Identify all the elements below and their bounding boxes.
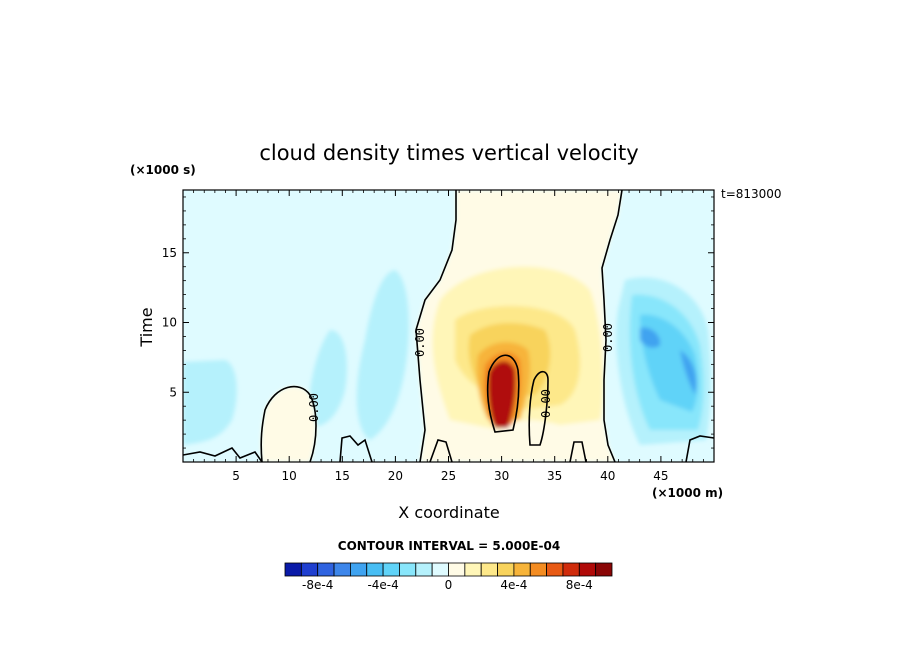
zero-contour-right-loop — [528, 370, 549, 446]
y-tick-label: 15 — [162, 246, 177, 260]
y-ticks: 5 10 15 — [162, 196, 714, 449]
colorbar-swatch — [595, 562, 613, 577]
left-positive-patch — [261, 386, 316, 462]
colorbar-swatch — [399, 562, 417, 577]
colorbar-tick-label: 8e-4 — [566, 578, 593, 592]
time-stamp: t=813000 — [721, 187, 782, 201]
contour-labels: 0.00 0.00 0.00 0.00 — [307, 323, 615, 422]
colorbar-swatch — [431, 562, 449, 577]
y-tick-label: 5 — [169, 385, 177, 399]
colorbar-swatch — [529, 562, 548, 577]
colorbar-tick-label: 4e-4 — [500, 578, 527, 592]
colorbar-swatch — [349, 562, 368, 577]
contour-label-4: 0.00 — [539, 389, 553, 418]
zero-contour-bottom — [183, 435, 714, 462]
colorbar-swatch — [497, 562, 515, 577]
x-tick-label: 40 — [600, 469, 615, 483]
contour-label-1: 0.00 — [413, 328, 427, 357]
x-tick-label: 35 — [547, 469, 562, 483]
x-axis-unit: (×1000 m) — [652, 486, 723, 500]
x-tick-label: 25 — [441, 469, 456, 483]
zero-contour-left-patch — [260, 385, 317, 462]
colorbar-swatch — [464, 562, 482, 577]
colorbar-swatch — [480, 562, 498, 577]
colorbar-tick-label: -8e-4 — [302, 578, 333, 592]
colorbar-swatch — [333, 562, 351, 577]
colorbar-swatch — [578, 562, 597, 577]
colorbar-swatch — [415, 562, 433, 577]
colorbar — [284, 562, 613, 577]
y-axis-unit: (×1000 s) — [130, 163, 196, 177]
x-tick-label: 30 — [494, 469, 509, 483]
left-mid-negative-streak — [356, 270, 409, 440]
colorbar-swatch — [300, 562, 319, 577]
colorbar-tick-label: 0 — [445, 578, 453, 592]
colorbar-swatch — [317, 562, 335, 577]
colorbar-swatch — [513, 562, 531, 577]
left-mid-negative-streak-2 — [308, 330, 347, 427]
x-ticks: 5 10 15 20 25 30 35 40 45 — [193, 190, 704, 483]
contour-label-2: 0.00 — [601, 323, 615, 352]
colorbar-swatch — [448, 562, 466, 577]
contour-interval-text: CONTOUR INTERVAL = 5.000E-04 — [338, 539, 560, 553]
x-tick-label: 45 — [653, 469, 668, 483]
zero-contour-core — [486, 354, 520, 433]
colorbar-swatch — [382, 562, 400, 577]
x-tick-label: 10 — [282, 469, 297, 483]
x-tick-label: 5 — [232, 469, 240, 483]
colorbar-ticks: -8e-4 -4e-4 0 4e-4 8e-4 — [302, 578, 593, 592]
x-tick-label: 15 — [335, 469, 350, 483]
colorbar-swatch — [366, 562, 384, 577]
plume-level-7 — [488, 361, 516, 428]
colorbar-swatch — [284, 562, 302, 577]
zero-contour-left — [415, 190, 457, 462]
colorbar-swatch — [546, 562, 564, 577]
left-negative-blob — [183, 360, 237, 445]
y-tick-label: 10 — [162, 316, 177, 330]
colorbar-swatch — [562, 562, 580, 577]
zero-contour-right — [601, 190, 623, 462]
contour-label-3: 0.00 — [307, 393, 321, 422]
zero-contours — [183, 190, 714, 462]
chart-title: cloud density times vertical velocity — [259, 141, 638, 165]
y-axis-label: Time — [137, 307, 156, 347]
colorbar-tick-label: -4e-4 — [367, 578, 398, 592]
x-tick-label: 20 — [388, 469, 403, 483]
right-negative-core — [640, 327, 697, 395]
x-axis-label: X coordinate — [398, 503, 499, 522]
contour-field — [183, 190, 714, 462]
